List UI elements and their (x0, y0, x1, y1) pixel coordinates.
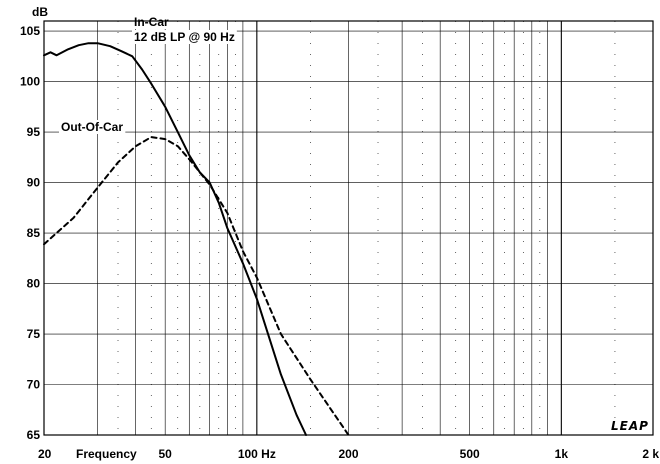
y-tick-label: 70 (27, 378, 41, 392)
y-tick-label: 95 (27, 125, 41, 139)
y-tick-label: 105 (20, 24, 40, 38)
x-tick-label: 1k (555, 447, 569, 461)
out-of-car-label-bg (59, 120, 126, 134)
x-tick-label: 500 (460, 447, 480, 461)
y-axis-label: dB (32, 5, 48, 19)
x-tick-label: 50 (158, 447, 172, 461)
x-tick-label: 200 (338, 447, 358, 461)
series-line-in-car (43, 42, 307, 436)
plot-frame (43, 20, 654, 436)
y-tick-label: 100 (20, 75, 40, 89)
y-tick-label: 65 (27, 428, 41, 442)
in-car-label: In-Car (134, 15, 169, 29)
grid (44, 21, 653, 435)
y-tick-label: 85 (27, 226, 41, 240)
out-of-car-label: Out-Of-Car (61, 120, 123, 134)
tick-labels: 65 70 75 80 85 90 95 100 105 20 50 100 Hz 200 500 1k 2 … (20, 15, 659, 461)
watermark-logo: LEAP (611, 419, 649, 433)
y-tick-label: 80 (27, 277, 41, 291)
x-axis-label: Frequency (76, 447, 137, 461)
x-tick-label: 20 (38, 447, 52, 461)
x-tick-label: 2 k (642, 447, 659, 461)
y-tick-label: 75 (27, 327, 41, 341)
in-car-note: 12 dB LP @ 90 Hz (134, 30, 235, 44)
x-tick-label: 100 Hz (238, 447, 276, 461)
in-car-note-bg (132, 30, 237, 44)
in-car-label-bg (132, 15, 171, 29)
y-tick-label: 90 (27, 176, 41, 190)
series-line-out-of-car (43, 136, 350, 436)
series-lines (43, 42, 350, 436)
